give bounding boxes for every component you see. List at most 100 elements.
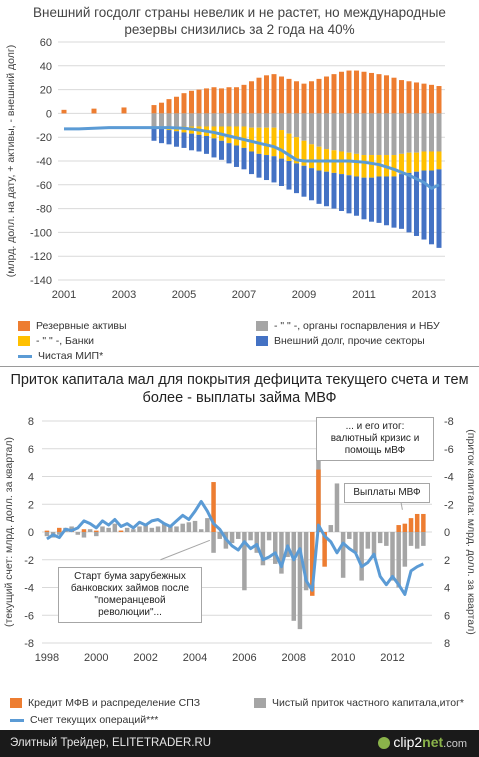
bar-reserves bbox=[429, 84, 434, 114]
bar-gov bbox=[301, 113, 307, 141]
bar-private-capital bbox=[174, 526, 179, 532]
bar-private-capital bbox=[44, 532, 50, 537]
bar-gov bbox=[174, 113, 179, 127]
bar-reserves bbox=[294, 81, 299, 114]
bar-other-sectors bbox=[189, 133, 194, 151]
bar-private-capital bbox=[235, 532, 241, 539]
y-tick-label: -2 bbox=[24, 555, 34, 567]
bar-gov bbox=[271, 113, 277, 128]
bar-private-capital bbox=[57, 532, 62, 535]
bar-other-sectors bbox=[271, 156, 277, 183]
bar-private-capital bbox=[384, 532, 389, 546]
bar-banks bbox=[429, 151, 434, 171]
chart2-title: Приток капитала мал для покрытия дефицит… bbox=[10, 372, 469, 406]
bar-other-sectors bbox=[279, 158, 284, 186]
bar-reserves bbox=[61, 109, 67, 114]
y2-tick-label: -2 bbox=[444, 499, 454, 511]
bar-private-capital bbox=[229, 532, 235, 544]
bar-banks bbox=[361, 155, 367, 178]
bar-other-sectors bbox=[361, 177, 367, 220]
y-tick-label: -140 bbox=[30, 275, 52, 287]
x-tick-label: 2008 bbox=[282, 652, 306, 664]
bar-private-capital bbox=[279, 532, 284, 574]
bar-private-capital bbox=[106, 527, 111, 532]
bar-reserves bbox=[436, 86, 442, 114]
bar-other-sectors bbox=[331, 172, 337, 209]
legend-reserves: Резервные активы bbox=[18, 320, 127, 332]
bar-other-sectors bbox=[211, 138, 217, 158]
bar-gov bbox=[369, 113, 374, 156]
bar-other-sectors bbox=[399, 174, 404, 229]
bar-private-capital bbox=[273, 532, 278, 564]
bar-reserves bbox=[331, 74, 337, 114]
bar-private-capital bbox=[87, 529, 93, 532]
bar-private-capital bbox=[328, 525, 334, 532]
bar-reserves bbox=[406, 81, 412, 114]
annotation-imf-payments: Выплаты МВФ bbox=[344, 483, 430, 503]
bar-banks bbox=[309, 144, 314, 169]
bar-other-sectors bbox=[151, 127, 157, 141]
bar-private-capital bbox=[94, 532, 99, 537]
bar-imf-credit bbox=[316, 469, 321, 532]
legend-current-label: Счет текущих операций*** bbox=[30, 714, 159, 726]
y2-tick-label: 2 bbox=[444, 555, 450, 567]
bar-banks bbox=[301, 140, 307, 166]
y2-tick-label: 6 bbox=[444, 610, 450, 622]
bar-reserves bbox=[399, 80, 404, 114]
y2-tick-label: -4 bbox=[444, 472, 454, 484]
bar-private-capital bbox=[131, 529, 136, 532]
line-niip bbox=[64, 126, 440, 190]
bar-private-capital bbox=[155, 526, 161, 532]
bar-gov bbox=[436, 113, 442, 152]
bar-imf-credit bbox=[44, 530, 50, 532]
bar-other-sectors bbox=[196, 134, 202, 152]
x-tick-label: 2005 bbox=[172, 289, 196, 301]
y2-tick-label: -8 bbox=[444, 416, 454, 428]
legend-niip: Чистая МИП* bbox=[18, 350, 103, 362]
x-tick-label: 2012 bbox=[380, 652, 404, 664]
x-tick-label: 2011 bbox=[352, 289, 376, 301]
clip2net-logo: clip2net.com bbox=[378, 734, 467, 750]
bar-gov bbox=[219, 113, 224, 127]
bar-banks bbox=[286, 133, 292, 161]
legend-niip-line bbox=[18, 354, 32, 358]
bar-banks bbox=[234, 126, 239, 146]
bar-other-sectors bbox=[354, 176, 359, 216]
bar-gov bbox=[264, 113, 269, 128]
footer-bar: Элитный Трейдер, ELITETRADER.RU clip2net… bbox=[0, 730, 479, 757]
bar-reserves bbox=[256, 77, 262, 114]
bar-imf-credit bbox=[408, 518, 414, 532]
bar-private-capital bbox=[408, 532, 414, 546]
legend-current-account: Счет текущих операций*** bbox=[10, 714, 158, 726]
bar-private-capital bbox=[377, 532, 383, 544]
bar-imf-credit bbox=[310, 532, 315, 596]
bar-banks bbox=[369, 155, 374, 178]
bar-reserves bbox=[159, 102, 164, 114]
bar-private-capital bbox=[414, 532, 420, 549]
bar-reserves bbox=[234, 87, 239, 114]
bar-reserves bbox=[211, 87, 217, 114]
bar-other-sectors bbox=[234, 145, 239, 167]
bar-reserves bbox=[384, 75, 389, 114]
bar-private-capital bbox=[260, 532, 266, 566]
bar-private-capital bbox=[396, 532, 401, 588]
bar-gov bbox=[204, 113, 209, 127]
bar-reserves bbox=[91, 108, 97, 114]
bar-reserves bbox=[309, 81, 314, 114]
bar-reserves bbox=[279, 76, 284, 114]
bar-private-capital bbox=[291, 532, 297, 621]
bar-private-capital bbox=[112, 523, 118, 532]
x-tick-label: 2007 bbox=[232, 289, 256, 301]
bar-banks bbox=[406, 152, 412, 173]
bar-private-capital bbox=[242, 532, 247, 591]
bar-reserves bbox=[226, 87, 232, 114]
legend-other-sectors: Внешний долг, прочие секторы bbox=[256, 335, 425, 347]
bar-private-capital bbox=[149, 527, 155, 532]
bar-gov bbox=[361, 113, 367, 156]
x-tick-label: 2001 bbox=[52, 289, 76, 301]
bar-other-sectors bbox=[324, 171, 329, 207]
bar-banks bbox=[436, 151, 442, 170]
bar-private-capital bbox=[254, 532, 259, 553]
bar-reserves bbox=[181, 93, 187, 114]
y-tick-label: -80 bbox=[36, 204, 52, 216]
